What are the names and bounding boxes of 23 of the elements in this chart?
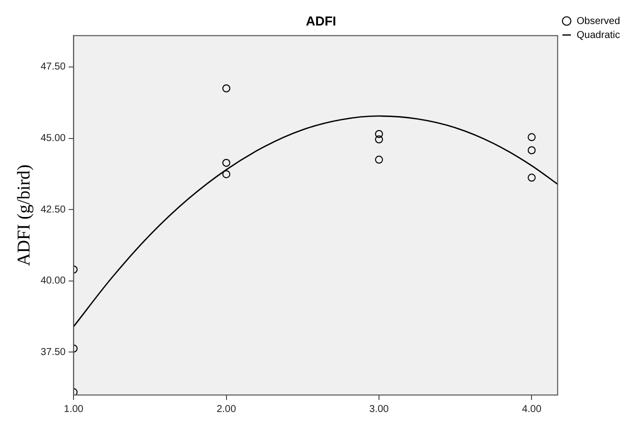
legend-label: Quadratic [576, 30, 620, 41]
x-tick-label: 3.00 [369, 404, 390, 415]
point [375, 130, 383, 138]
point [222, 158, 230, 167]
legend-label: Observed [576, 16, 620, 27]
y-tick-label: 47.50 [40, 62, 66, 73]
point [528, 133, 536, 142]
point [222, 170, 230, 178]
point [222, 84, 230, 92]
line-series [74, 115, 558, 328]
x-tick-label: 2.00 [216, 404, 236, 415]
chart-title: ADFI [306, 13, 336, 28]
point [528, 174, 536, 182]
point [375, 156, 383, 164]
y-tick-label: 40.00 [40, 276, 66, 287]
y-tick-label: 45.00 [40, 133, 66, 144]
y-tick-label: 37.50 [40, 346, 66, 358]
y-tick-label: 42.50 [40, 204, 66, 216]
x-tick-label: 4.00 [522, 404, 542, 415]
y-axis-title: ADFI (g/bird) [14, 164, 34, 266]
point [375, 135, 383, 144]
point [528, 146, 536, 154]
x-tick-label: 1.00 [64, 404, 84, 415]
